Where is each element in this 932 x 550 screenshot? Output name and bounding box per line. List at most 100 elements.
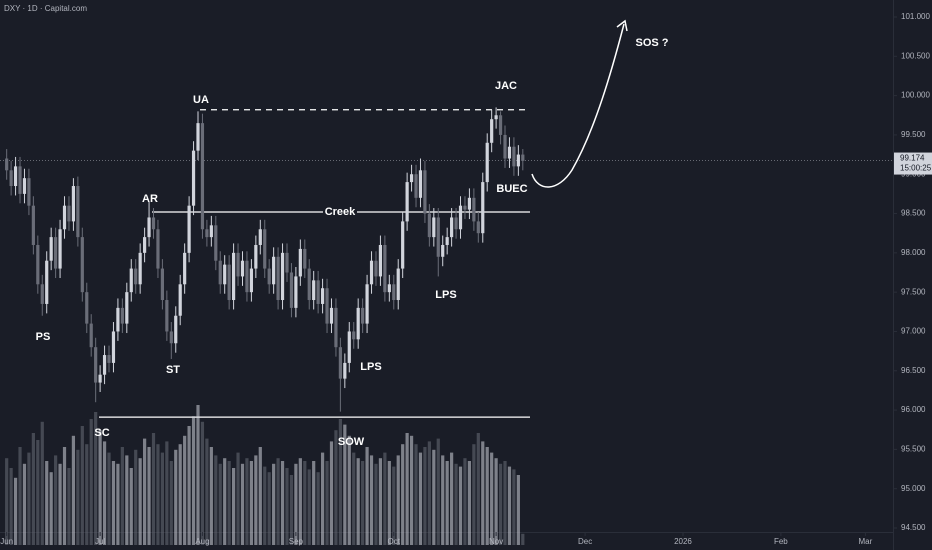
volume-bar [196, 405, 200, 545]
candle-body [338, 347, 342, 379]
volume-bar [263, 466, 267, 545]
volume-bar [365, 447, 369, 545]
x-tick-label: 2026 [674, 537, 692, 546]
volume-bar [209, 447, 213, 545]
candle-body [494, 115, 498, 120]
volume-pane [5, 405, 525, 545]
candle-body [458, 205, 463, 230]
volume-bar [80, 426, 84, 545]
volume-bar [450, 452, 454, 545]
volume-bar [294, 463, 298, 545]
annotation: Creek [325, 206, 356, 218]
projection-arrow [531, 23, 625, 188]
candle-body [396, 268, 400, 301]
volume-bar [183, 435, 187, 545]
candle-body [160, 268, 165, 301]
candle-body [365, 284, 369, 324]
candle-body [485, 142, 489, 183]
candle-body [432, 217, 436, 238]
y-tick-label: 98.000 [901, 248, 926, 257]
volume-bar [481, 441, 485, 545]
volume-bar [214, 455, 218, 545]
candle-body [102, 355, 107, 375]
candle-body [107, 355, 111, 363]
candle-body [36, 244, 40, 285]
volume-bar [54, 455, 58, 545]
candle-body [13, 166, 18, 187]
volume-bar [223, 458, 227, 545]
candle-body [165, 300, 169, 332]
candle-body [40, 284, 44, 304]
volume-bar [329, 441, 334, 545]
x-tick-label: Aug [195, 537, 209, 546]
x-tick-label: Nov [489, 537, 503, 546]
annotation: LPS [435, 289, 456, 301]
candle-body [80, 237, 84, 293]
candle-body [249, 268, 253, 293]
candles [5, 107, 525, 412]
candle-body [441, 244, 445, 257]
candle-body [18, 166, 22, 194]
candle-body [463, 205, 467, 210]
volume-bar [356, 458, 360, 545]
volume-bar [231, 468, 236, 545]
candle-body [156, 229, 160, 269]
candle-body [89, 323, 93, 348]
x-tick-label: Dec [578, 537, 592, 546]
candle-body [76, 186, 80, 238]
candle-body [240, 260, 245, 277]
candle-body [521, 154, 525, 161]
volume-bar [414, 444, 418, 545]
volume-bar [490, 452, 494, 545]
y-tick-label: 97.500 [901, 287, 926, 296]
x-tick-label: Oct [388, 537, 401, 546]
candle-body [352, 331, 356, 340]
candle-body [347, 331, 351, 363]
volume-bar [347, 435, 351, 545]
candle-body [450, 217, 454, 238]
annotation: BUEC [496, 183, 527, 195]
candle-body [223, 264, 227, 285]
candle-body [9, 170, 13, 187]
x-tick-label: Jun [0, 537, 13, 546]
volume-bar [387, 461, 391, 545]
volume-bar [218, 463, 222, 545]
y-tick-label: 96.500 [901, 366, 926, 375]
volume-bar [49, 472, 53, 545]
candle-body [134, 268, 138, 285]
candle-body [98, 374, 102, 383]
volume-bar [156, 444, 160, 545]
volume-bar [9, 468, 13, 545]
candle-body [498, 115, 503, 135]
volume-bar [240, 463, 245, 545]
volume-bar [107, 452, 111, 545]
volume-bar [27, 452, 31, 545]
candle-body [378, 244, 383, 277]
candle-body [138, 252, 142, 285]
volume-bar [418, 452, 423, 545]
volume-bar [338, 419, 342, 545]
candle-body [187, 205, 191, 253]
candle-body [356, 307, 360, 340]
candle-body [183, 252, 187, 285]
volume-bar [521, 533, 525, 545]
candle-body [258, 229, 262, 245]
candle-body [369, 260, 374, 285]
volume-bar [298, 458, 302, 545]
candle-body [111, 331, 116, 363]
candle-body [143, 237, 147, 253]
annotation: ST [166, 364, 180, 376]
volume-bar [76, 449, 80, 545]
candle-body [174, 315, 178, 344]
candle-body [200, 123, 205, 230]
candle-body [387, 284, 391, 293]
candle-body [120, 307, 124, 324]
candle-body [467, 197, 472, 210]
candle-body [254, 244, 258, 269]
volume-bar [125, 455, 129, 545]
volume-bar [13, 477, 18, 545]
volume-bar [227, 461, 231, 545]
volume-bar [516, 475, 520, 545]
volume-bar [102, 441, 107, 545]
